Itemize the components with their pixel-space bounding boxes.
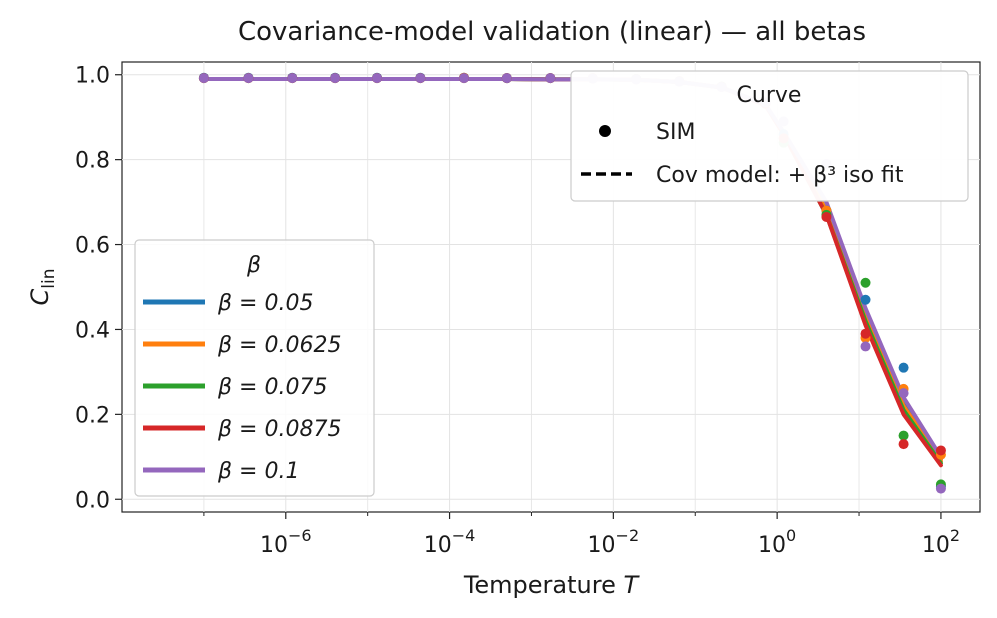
x-tick-label: 10−2 [588,526,640,558]
x-tick-label: 10−6 [260,526,312,558]
y-tick-label: 0.8 [75,149,110,174]
x-tick-label-base: 10 [424,533,452,558]
legend-sim-marker [599,125,611,137]
sim-point [545,73,556,84]
x-tick-label-base: 10 [922,533,950,558]
x-tick-label: 10−4 [424,526,476,558]
sim-point [898,362,909,373]
legend-curve: Curve SIM Cov model: + β³ iso fit [570,70,969,202]
legend-sim-label: SIM [656,120,695,145]
x-axis-label-symbol: T [623,571,640,599]
y-tick-label: 0.2 [75,403,110,428]
sim-point [898,430,909,441]
x-axis-label: Temperature T [463,571,641,599]
x-tick-label-exponent: 0 [786,526,796,545]
sim-point [198,73,209,84]
x-axis-label-text: Temperature [463,571,624,599]
sim-point [898,388,909,399]
x-tick-label: 100 [758,526,796,558]
y-tick-label: 0.0 [75,488,110,513]
sim-point [501,73,512,84]
legend-beta-title: β [246,253,261,278]
x-tick-label: 102 [922,526,960,558]
x-tick-label-exponent: 2 [950,526,960,545]
sim-point [860,294,871,305]
x-tick-label-base: 10 [758,533,786,558]
sim-point [860,341,871,352]
legend-beta-items: β = 0.05 β = 0.0625 β = 0.075 β = 0.0875 β =… [143,291,341,484]
y-axis-label-symbol: C [26,289,54,306]
sim-point [898,439,909,450]
sim-point [330,73,341,84]
sim-point [860,328,871,339]
y-axis-label-subscript: lin [39,269,59,289]
x-tick-label-base: 10 [260,533,288,558]
sim-point [243,73,254,84]
legend-model-label: Cov model: + β³ iso fit [656,163,904,188]
legend-beta-label: β = 0.0625 [217,333,341,358]
legend-beta-label: β = 0.1 [217,459,299,484]
sim-point [821,211,832,222]
y-axis-ticks: 0.0 0.2 0.4 0.6 0.8 1.0 [75,64,122,513]
x-tick-label-exponent: −6 [288,526,312,545]
sim-point [935,483,946,494]
y-tick-label: 0.6 [75,234,110,259]
sim-point [415,73,426,84]
x-tick-label-exponent: −2 [616,526,640,545]
legend-curve-title: Curve [737,83,802,108]
y-axis-label: Clin [26,269,59,306]
sim-point [860,277,871,288]
x-tick-label-exponent: −4 [452,526,476,545]
legend-beta-box [134,239,375,497]
legend-beta-label: β = 0.05 [217,291,313,316]
y-tick-label: 1.0 [75,64,110,89]
legend-beta-label: β = 0.075 [217,375,327,400]
sim-point [935,445,946,456]
sim-point [458,73,469,84]
chart-title: Covariance-model validation (linear) — a… [238,17,866,47]
x-axis-ticks: 10−6 10−4 10−2 100 102 [203,512,960,558]
y-tick-label: 0.4 [75,318,110,343]
sim-point [372,73,383,84]
sim-point [287,73,298,84]
legend-curve-box [570,70,969,202]
legend-beta-label: β = 0.0875 [217,417,341,442]
x-tick-label-base: 10 [588,533,616,558]
